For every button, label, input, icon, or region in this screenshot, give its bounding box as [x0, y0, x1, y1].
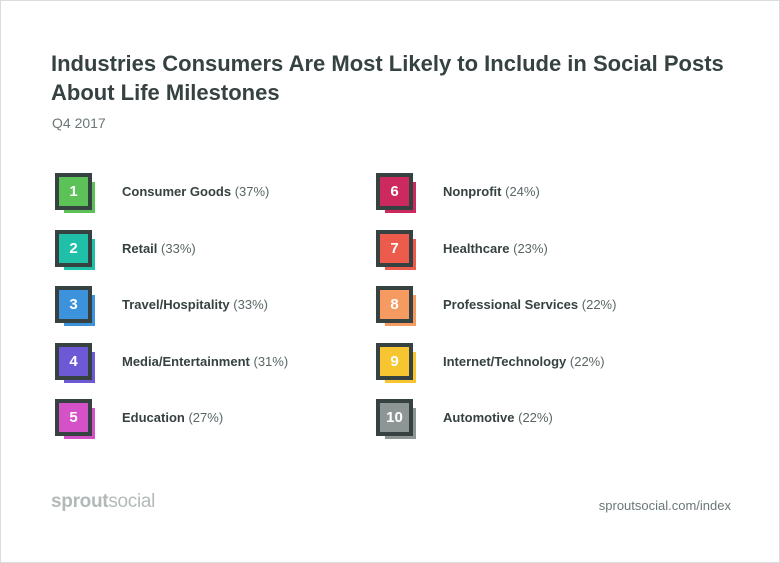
rank-badge-frame [376, 230, 413, 267]
industry-name: Retail [122, 241, 158, 256]
industry-name: Consumer Goods [122, 184, 232, 199]
ranked-item: 7 Healthcare (23%) [376, 230, 676, 270]
rank-number: 3 [59, 290, 88, 319]
industry-name: Education [122, 410, 185, 425]
industry-label: Media/Entertainment (31%) [122, 354, 288, 369]
industry-name: Media/Entertainment [122, 354, 250, 369]
industry-percentage: (24%) [505, 184, 540, 199]
rank-number: 6 [380, 177, 409, 206]
industry-label: Education (27%) [122, 410, 223, 425]
rank-badge-frame [376, 399, 413, 436]
rank-number: 5 [59, 403, 88, 432]
ranked-item: 3 Travel/Hospitality (33%) [55, 286, 355, 326]
rank-number: 7 [380, 234, 409, 263]
industry-name: Automotive [443, 410, 515, 425]
industry-label: Automotive (22%) [443, 410, 553, 425]
source-url: sproutsocial.com/index [598, 498, 731, 513]
rank-number: 8 [380, 290, 409, 319]
industry-label: Internet/Technology (22%) [443, 354, 605, 369]
rank-badge: 7 [376, 230, 418, 272]
rank-badge: 10 [376, 399, 418, 441]
industry-percentage: (33%) [233, 297, 268, 312]
rank-badge-frame [55, 173, 92, 210]
rank-badge: 8 [376, 286, 418, 328]
industry-percentage: (22%) [581, 297, 617, 312]
industry-label: Professional Services (22%) [443, 297, 616, 312]
industry-percentage: (37%) [234, 184, 270, 199]
rank-badge: 6 [376, 173, 418, 215]
industry-percentage: (33%) [161, 241, 196, 256]
industry-label: Healthcare (23%) [443, 241, 548, 256]
ranked-item: 9 Internet/Technology (22%) [376, 343, 676, 383]
rank-badge: 1 [55, 173, 97, 215]
ranked-item: 6 Nonprofit (24%) [376, 173, 676, 213]
industry-percentage: (22%) [518, 410, 553, 425]
industry-name: Professional Services [443, 297, 579, 312]
sproutsocial-logo: sproutsocial [51, 491, 155, 513]
rank-badge-frame [55, 343, 92, 380]
industry-label: Consumer Goods (37%) [122, 184, 269, 199]
rank-badge: 5 [55, 399, 97, 441]
industry-percentage: (31%) [253, 354, 289, 369]
chart-subtitle: Q4 2017 [52, 115, 106, 131]
industry-percentage: (27%) [188, 410, 224, 425]
ranked-item: 8 Professional Services (22%) [376, 286, 676, 326]
industry-label: Nonprofit (24%) [443, 184, 540, 199]
logo-part-social: social [108, 491, 156, 512]
logo-part-sprout: sprout [51, 491, 109, 512]
industry-name: Travel/Hospitality [122, 297, 230, 312]
rank-badge: 4 [55, 343, 97, 385]
rank-badge: 2 [55, 230, 97, 272]
rank-number: 4 [59, 347, 88, 376]
industry-name: Internet/Technology [443, 354, 567, 369]
ranked-item: 2 Retail (33%) [55, 230, 355, 270]
industry-percentage: (23%) [513, 241, 548, 256]
rank-number: 10 [380, 403, 409, 432]
industry-name: Nonprofit [443, 184, 502, 199]
industry-label: Travel/Hospitality (33%) [122, 297, 268, 312]
ranked-item: 1 Consumer Goods (37%) [55, 173, 355, 213]
rank-badge-frame [55, 286, 92, 323]
ranked-item: 10 Automotive (22%) [376, 399, 676, 439]
industry-name: Healthcare [443, 241, 510, 256]
rank-number: 9 [380, 347, 409, 376]
rank-badge-frame [376, 286, 413, 323]
rank-badge-frame [376, 173, 413, 210]
rank-number: 2 [59, 234, 88, 263]
chart-title: Industries Consumers Are Most Likely to … [51, 51, 724, 105]
rank-number: 1 [59, 177, 88, 206]
industry-percentage: (22%) [569, 354, 605, 369]
rank-badge: 3 [55, 286, 97, 328]
ranked-item: 4 Media/Entertainment (31%) [55, 343, 355, 383]
industry-label: Retail (33%) [122, 241, 196, 256]
rank-badge: 9 [376, 343, 418, 385]
rank-badge-frame [55, 399, 92, 436]
rank-badge-frame [376, 343, 413, 380]
rank-badge-frame [55, 230, 92, 267]
ranked-item: 5 Education (27%) [55, 399, 355, 439]
